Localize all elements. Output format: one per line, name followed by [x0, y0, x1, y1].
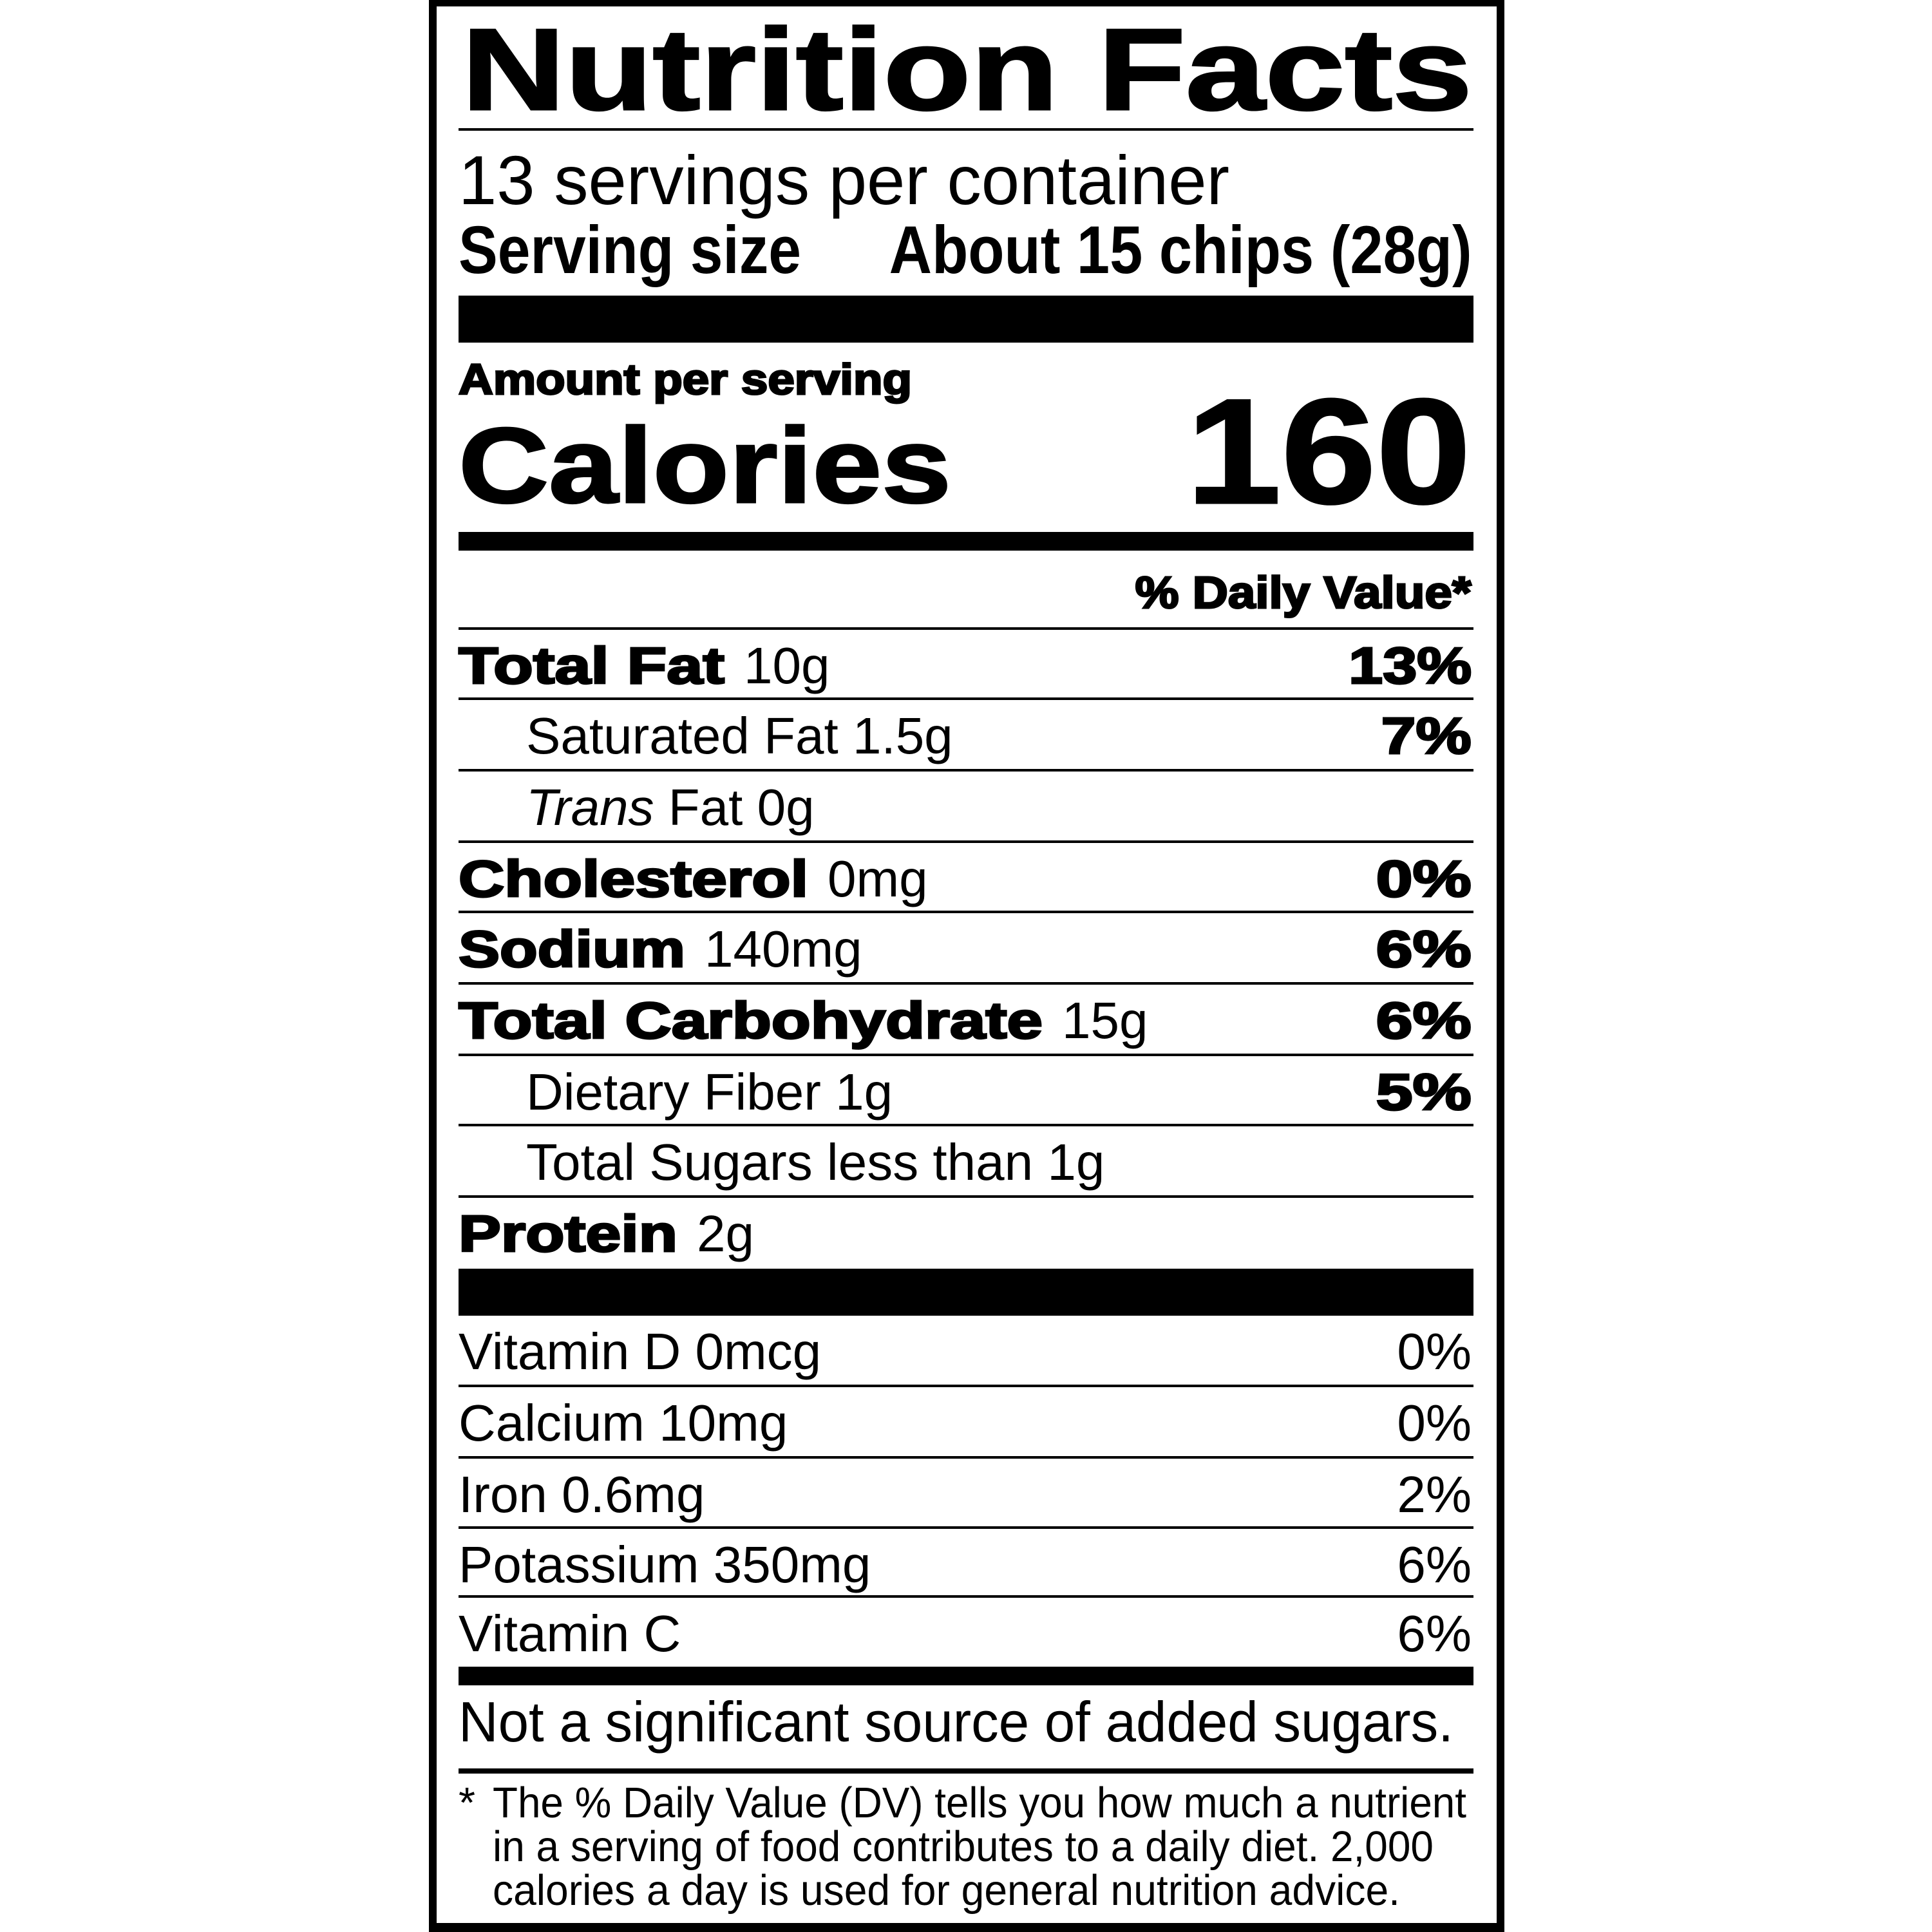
- nutrient-row-cholesterol: Cholesterol 0mg 0%: [457, 850, 1473, 907]
- divider: [459, 1768, 1473, 1774]
- footnote-marker: *: [459, 1779, 476, 1827]
- divider: [459, 627, 1473, 630]
- divider: [459, 911, 1473, 913]
- vitamin-row-vitamin-c: Vitamin C 6%: [459, 1605, 1472, 1662]
- divider: [459, 1526, 1473, 1529]
- footnote-line: The % Daily Value (DV) tells you how muc…: [493, 1779, 1466, 1827]
- divider: [459, 128, 1473, 131]
- divider: [459, 697, 1473, 700]
- vitamin-row-potassium: Potassium 350mg 6%: [459, 1536, 1472, 1593]
- serving-size-value: About 15 chips (28g): [889, 213, 1472, 288]
- divider: [459, 1195, 1473, 1198]
- divider: [459, 769, 1473, 772]
- amount-per-serving: Amount per serving: [457, 355, 913, 404]
- nutrient-row-dietary-fiber: Dietary Fiber 1g 5%: [526, 1063, 1473, 1121]
- nutrient-row-total-fat: Total Fat 10g 13%: [457, 637, 1473, 694]
- label-title: Nutrition Facts: [460, 5, 1473, 135]
- vitamin-row-vitamin-d: Vitamin D 0mcg 0%: [459, 1323, 1472, 1380]
- nutrient-row-total-carbohydrate: Total Carbohydrate 15g 6%: [457, 992, 1473, 1049]
- nutrition-label-border: [429, 0, 1504, 1932]
- divider: [459, 1385, 1473, 1387]
- medium-divider: [459, 1667, 1473, 1685]
- thick-divider: [459, 1269, 1473, 1316]
- divider: [459, 982, 1473, 985]
- divider: [459, 840, 1473, 843]
- footnote-line: in a serving of food contributes to a da…: [493, 1823, 1434, 1871]
- calories-value: 160: [1185, 368, 1472, 535]
- serving-size-label: Serving size: [459, 213, 801, 288]
- divider: [459, 1124, 1473, 1126]
- servings-per-container: 13 servings per container: [459, 141, 1229, 219]
- footnote-line: calories a day is used for general nutri…: [493, 1866, 1400, 1915]
- nutrient-row-total-sugars: Total Sugars less than 1g: [526, 1133, 1105, 1191]
- nutrient-row-trans-fat: Trans Fat 0g: [526, 779, 815, 836]
- thick-divider: [459, 296, 1473, 343]
- nutrient-row-protein: Protein 2g: [457, 1205, 754, 1262]
- daily-value-header: % Daily Value*: [1134, 567, 1472, 618]
- vitamin-row-calcium: Calcium 10mg 0%: [459, 1394, 1472, 1452]
- calories-label: Calories: [457, 406, 952, 526]
- divider: [459, 1054, 1473, 1056]
- medium-divider: [459, 532, 1473, 551]
- added-sugars-note: Not a significant source of added sugars…: [459, 1690, 1454, 1754]
- vitamin-row-iron: Iron 0.6mg 2%: [459, 1466, 1472, 1523]
- divider: [459, 1595, 1473, 1598]
- nutrient-row-sodium: Sodium 140mg 6%: [457, 920, 1473, 978]
- divider: [459, 1456, 1473, 1459]
- nutrient-row-saturated-fat: Saturated Fat 1.5g 7%: [526, 707, 1473, 764]
